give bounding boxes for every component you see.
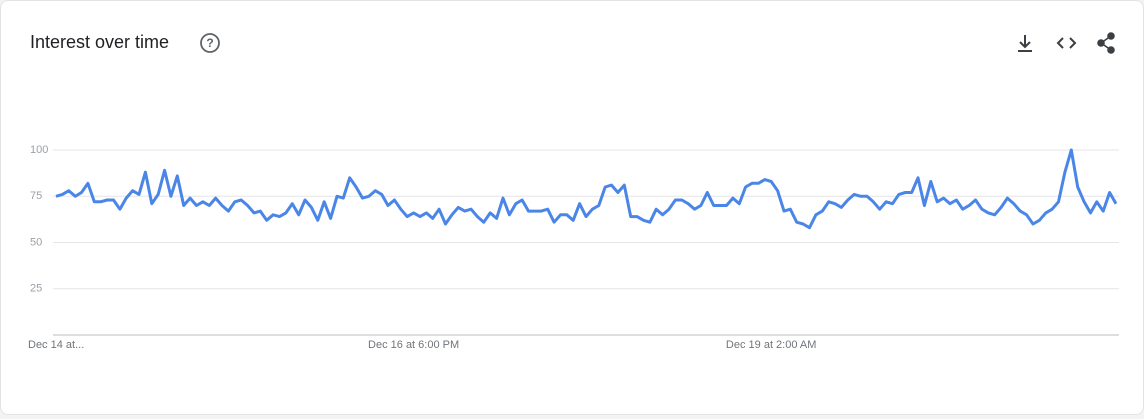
download-icon[interactable] (1018, 35, 1032, 52)
y-tick-label: 50 (30, 236, 42, 248)
y-tick-label: 75 (30, 190, 42, 202)
line (55, 148, 1118, 230)
y-tick-label: 100 (30, 144, 48, 156)
help-icon[interactable]: ? (200, 33, 220, 53)
x-tick-label: Dec 14 at... (28, 339, 84, 351)
y-tick-label: 25 (30, 283, 42, 295)
chart-title: Interest over time (30, 32, 169, 52)
svg-text:?: ? (206, 36, 213, 50)
embed-icon[interactable] (1056, 37, 1077, 49)
x-tick-label: Dec 16 at 6:00 PM (368, 339, 459, 351)
share-icon[interactable] (1097, 32, 1115, 54)
x-tick-label: Dec 19 at 2:00 AM (726, 339, 817, 351)
